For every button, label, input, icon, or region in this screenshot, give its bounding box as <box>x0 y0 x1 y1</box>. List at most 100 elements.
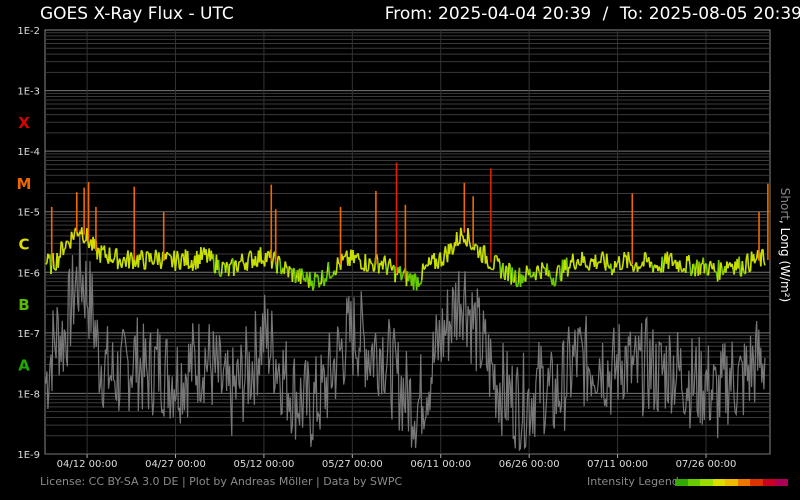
long-channel-segment <box>371 263 375 272</box>
long-channel-segment <box>239 260 242 263</box>
y-tick-label: 1E-9 <box>17 450 40 461</box>
long-channel-segment <box>259 247 263 264</box>
long-channel-segment <box>511 267 514 282</box>
long-channel-segment <box>690 273 693 277</box>
long-channel-segment <box>645 253 648 263</box>
legend-swatch <box>725 479 738 486</box>
long-channel-segment <box>149 253 153 261</box>
long-channel-segment <box>140 249 144 253</box>
short-channel-line <box>45 230 766 452</box>
long-channel-segment <box>169 254 172 257</box>
long-channel-segment <box>312 286 315 291</box>
long-channel-segment <box>658 266 661 271</box>
long-channel-segment <box>644 251 647 254</box>
long-channel-segment <box>707 263 711 276</box>
class-label-c: C <box>18 235 29 253</box>
long-channel-segment <box>712 263 716 272</box>
y-tick-label: 1E-3 <box>17 87 40 98</box>
long-channel-segment <box>279 260 282 275</box>
long-channel-segment <box>746 253 750 267</box>
long-channel-segment <box>428 257 431 265</box>
long-channel-segment <box>558 265 562 281</box>
long-channel-segment <box>492 255 496 270</box>
long-channel-segment <box>69 231 73 249</box>
long-channel-segment <box>384 255 387 266</box>
intensity-legend-bar <box>675 479 788 486</box>
long-channel-segment <box>201 251 204 260</box>
long-channel-segment <box>671 263 675 267</box>
long-channel-segment <box>709 260 713 267</box>
long-channel-segment <box>229 259 233 265</box>
long-channel-segment <box>222 262 226 266</box>
long-channel-segment <box>191 263 195 271</box>
long-channel-segment <box>689 264 692 276</box>
y-tick-label: 1E-4 <box>17 147 40 158</box>
long-channel-segment <box>407 275 411 282</box>
long-channel-segment <box>504 265 507 280</box>
short-label: Short <box>778 187 792 220</box>
long-channel-segment <box>97 247 100 250</box>
long-channel-segment <box>267 250 270 253</box>
long-channel-segment <box>382 259 385 270</box>
long-channel-segment <box>451 250 455 255</box>
long-channel-segment <box>96 247 99 260</box>
long-channel-segment <box>116 260 120 270</box>
long-channel-segment <box>763 261 766 266</box>
axis-separator: , <box>778 219 792 224</box>
long-channel-segment <box>93 239 96 249</box>
long-channel-segment <box>294 278 298 284</box>
x-tick-label: 06/11 00:00 <box>410 459 471 470</box>
long-channel-segment <box>174 261 178 272</box>
long-channel-segment <box>429 263 432 266</box>
long-channel-segment <box>528 268 532 278</box>
long-channel-segment <box>412 273 416 290</box>
y-axis-label: Short, Long (W/m²) <box>778 188 792 302</box>
y-tick-label: 1E-7 <box>17 329 40 340</box>
long-channel-segment <box>714 271 718 274</box>
x-tick-label: 04/12 00:00 <box>57 459 118 470</box>
long-channel-segment <box>554 275 558 286</box>
long-channel-segment <box>367 258 371 270</box>
long-channel-segment <box>325 272 329 282</box>
long-channel-segment <box>477 253 481 259</box>
long-channel-segment <box>455 231 459 246</box>
long-channel-segment <box>176 250 180 257</box>
long-channel-segment <box>134 263 137 268</box>
long-channel-segment <box>586 265 589 270</box>
long-channel-segment <box>753 260 757 264</box>
long-channel-segment <box>423 268 426 271</box>
long-channel-segment <box>627 251 631 260</box>
long-channel-segment <box>425 264 428 267</box>
long-channel-segment <box>389 258 392 267</box>
long-channel-segment <box>583 256 586 264</box>
long-channel-segment <box>575 261 578 269</box>
long-channel-segment <box>212 254 216 273</box>
from-value: 2025-04-04 20:39 <box>438 4 592 24</box>
legend-swatch <box>775 479 788 486</box>
x-tick-label: 05/27 00:00 <box>322 459 383 470</box>
long-channel-segment <box>731 263 734 270</box>
long-channel-segment <box>705 263 709 276</box>
legend-swatch <box>737 479 750 486</box>
long-channel-segment <box>530 275 533 278</box>
long-channel-segment <box>391 266 394 271</box>
legend-swatch <box>675 479 688 486</box>
long-channel-segment <box>435 258 438 267</box>
long-channel-segment <box>186 251 190 270</box>
long-channel-segment <box>83 240 86 244</box>
long-channel-segment <box>112 256 116 261</box>
from-label: From: <box>384 4 433 24</box>
long-channel-segment <box>113 249 117 258</box>
long-channel-segment <box>246 258 249 271</box>
long-channel-segment <box>227 263 231 277</box>
long-channel-segment <box>171 260 174 268</box>
long-channel-segment <box>72 231 76 240</box>
long-channel-segment <box>553 284 556 287</box>
long-channel-segment <box>628 259 632 264</box>
long-channel-segment <box>278 256 281 261</box>
long-channel-segment <box>500 269 503 279</box>
long-channel-segment <box>247 252 250 259</box>
long-channel-segment <box>481 246 485 263</box>
long-channel-segment <box>359 259 362 270</box>
long-channel-segment <box>321 269 324 282</box>
